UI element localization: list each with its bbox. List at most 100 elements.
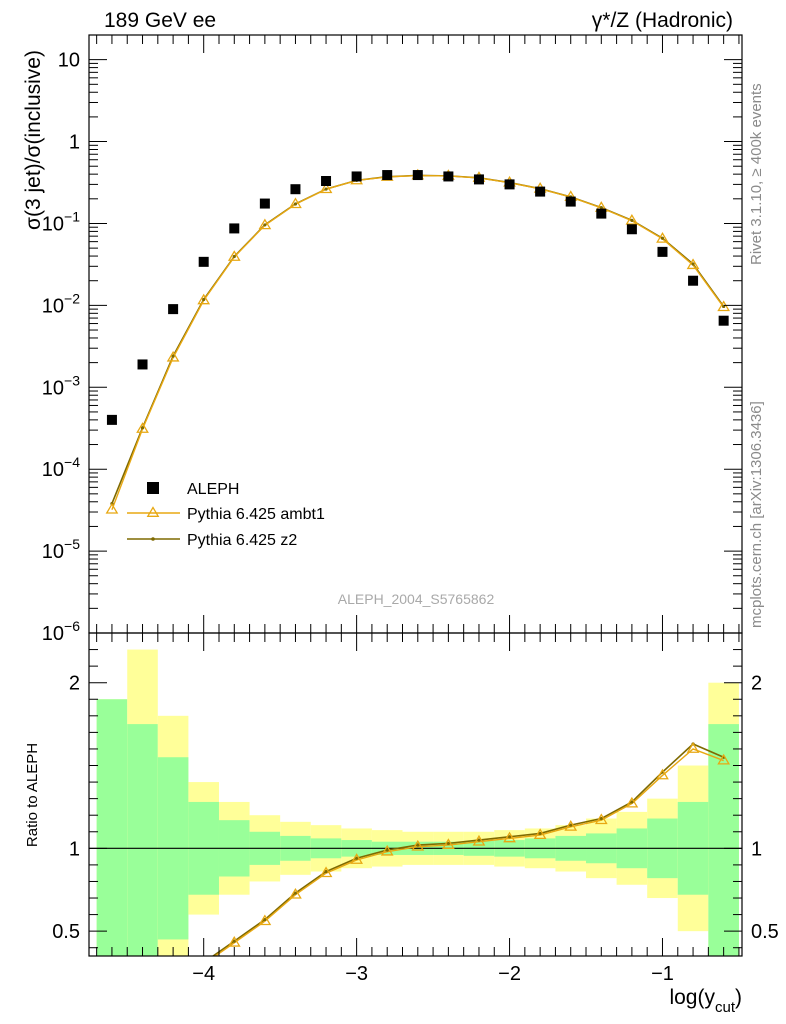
series-ambt1-point xyxy=(197,293,211,305)
header-right: γ*/Z (Hadronic) xyxy=(592,9,733,32)
series-ambt1-point xyxy=(105,502,119,514)
series-aleph-point xyxy=(504,179,515,190)
legend-z2-marker xyxy=(151,537,155,541)
main-y-tick-label: 10 xyxy=(58,50,80,72)
series-aleph-point xyxy=(321,175,332,186)
ratio-y-tick-label-right: 1 xyxy=(751,838,762,860)
ratio-ambt1-point xyxy=(656,768,669,780)
band-inner-bin xyxy=(127,724,158,956)
main-y-tick-label: 10−2 xyxy=(42,290,80,317)
ratio-z2-point xyxy=(263,917,267,922)
ratio-uncertainty-bands xyxy=(89,649,742,956)
ratio-z2-point xyxy=(569,823,573,827)
x-tick-label: −2 xyxy=(498,963,521,985)
ratio-z2-point xyxy=(507,835,512,839)
ratio-ambt1-point xyxy=(625,796,639,808)
ratio-ambt1-point xyxy=(564,820,578,831)
series-aleph-point xyxy=(351,171,362,182)
ratio-ambt1-point xyxy=(350,853,363,864)
series-aleph-point xyxy=(229,223,240,234)
ratio-ambt1-point xyxy=(717,753,731,765)
series-aleph-point xyxy=(657,246,668,257)
series-aleph-point xyxy=(626,224,637,235)
ratio-z2-point xyxy=(477,838,481,842)
main-y-tick-label: 10−4 xyxy=(42,454,80,481)
band-inner-bin xyxy=(96,699,128,956)
ratio-z2-point xyxy=(416,843,420,847)
ratio-z2-point xyxy=(324,869,328,874)
series-ambt1-point xyxy=(227,250,241,261)
ratio-z2-point xyxy=(630,800,634,804)
series-ambt1-point xyxy=(686,258,700,270)
series-aleph-point xyxy=(198,256,209,267)
series-aleph-point xyxy=(106,414,117,425)
watermark: ALEPH_2004_S5765862 xyxy=(338,591,495,607)
series-aleph-point xyxy=(565,196,576,207)
ratio-panel-data xyxy=(211,742,731,956)
legend: ALEPH Pythia 6.425 ambt1 Pythia 6.425 z2 xyxy=(127,481,325,549)
series-ambt1-point xyxy=(656,232,669,243)
ratio-ambt1-point xyxy=(594,813,608,825)
main-y-tick-label: 10−1 xyxy=(42,208,80,235)
series-ambt1-point xyxy=(289,197,302,209)
ratio-y-tick-label-right: 0.5 xyxy=(751,921,779,943)
band-inner-bin xyxy=(708,724,739,956)
series-aleph-point xyxy=(688,275,699,286)
legend-aleph-label: ALEPH xyxy=(187,481,239,498)
ratio-z2-point xyxy=(232,939,236,943)
ratio-z2-point xyxy=(355,856,359,860)
series-z2-point xyxy=(630,218,634,223)
series-aleph-point xyxy=(473,174,484,185)
series-ambt1-point xyxy=(717,300,731,312)
series-z2-point xyxy=(293,202,298,206)
main-y-tick-label: 1 xyxy=(69,132,80,154)
series-z2-point xyxy=(660,236,665,240)
main-y-tick-label: 10−5 xyxy=(42,536,80,563)
ratio-ambt1-point xyxy=(503,831,516,843)
series-aleph-point xyxy=(412,170,423,181)
ratio-ambt1-point xyxy=(442,838,455,849)
header-left: 189 GeV ee xyxy=(104,9,216,32)
main-y-axis-label: σ(3 jet)/σ(inclusive) xyxy=(22,50,45,230)
series-ambt1-point xyxy=(625,213,639,225)
ratio-y-tick-label-left: 1 xyxy=(69,838,80,860)
series-aleph-point xyxy=(443,171,454,182)
series-z2-point xyxy=(324,187,328,191)
ratio-ambt1-point xyxy=(289,887,302,899)
series-aleph-point xyxy=(168,304,179,315)
series-z2-point xyxy=(599,206,603,210)
ratio-y-axis-label: Ratio to ALEPH xyxy=(24,743,41,847)
series-aleph-point xyxy=(718,315,729,326)
x-tick-label: −3 xyxy=(345,963,368,985)
ratio-ambt1-point xyxy=(227,935,241,947)
ratio-z2-point xyxy=(599,816,603,821)
series-aleph-point xyxy=(382,170,393,181)
series-aleph-point xyxy=(596,208,607,219)
series-z2-point xyxy=(263,223,267,227)
ratio-z2-point xyxy=(385,848,389,852)
ratio-ambt1-point xyxy=(472,834,486,846)
x-axis-label: log(ycut) xyxy=(669,986,742,1016)
series-ambt1-point xyxy=(136,422,149,433)
series-z2-point xyxy=(202,297,206,302)
ratio-y-tick-label-left: 2 xyxy=(69,673,80,695)
x-tick-label: −1 xyxy=(651,963,674,985)
ratio-series-group xyxy=(211,742,731,956)
series-z2-point xyxy=(232,254,236,259)
main-panel-data xyxy=(105,168,731,514)
ratio-ambt1-point xyxy=(411,839,425,851)
series-aleph-point xyxy=(290,184,301,195)
main-y-tick-label: 10−3 xyxy=(42,372,80,399)
series-aleph-point xyxy=(259,198,270,209)
ratio-z2-point xyxy=(538,831,542,836)
series-ambt1-point xyxy=(319,182,333,194)
ratio-frame xyxy=(88,632,743,957)
series-ambt1-point xyxy=(166,350,180,362)
series-z2-point xyxy=(140,426,145,430)
axes: 10 1 10−1 10−2 10−3 10−4 10−5 10−6 0.5 0.5 1 1 2 2 −4 −… xyxy=(42,34,779,985)
legend-aleph-marker xyxy=(147,482,159,494)
legend-ambt1-marker xyxy=(146,506,160,517)
series-aleph-point xyxy=(535,186,546,197)
ratio-z2-point xyxy=(293,891,298,895)
